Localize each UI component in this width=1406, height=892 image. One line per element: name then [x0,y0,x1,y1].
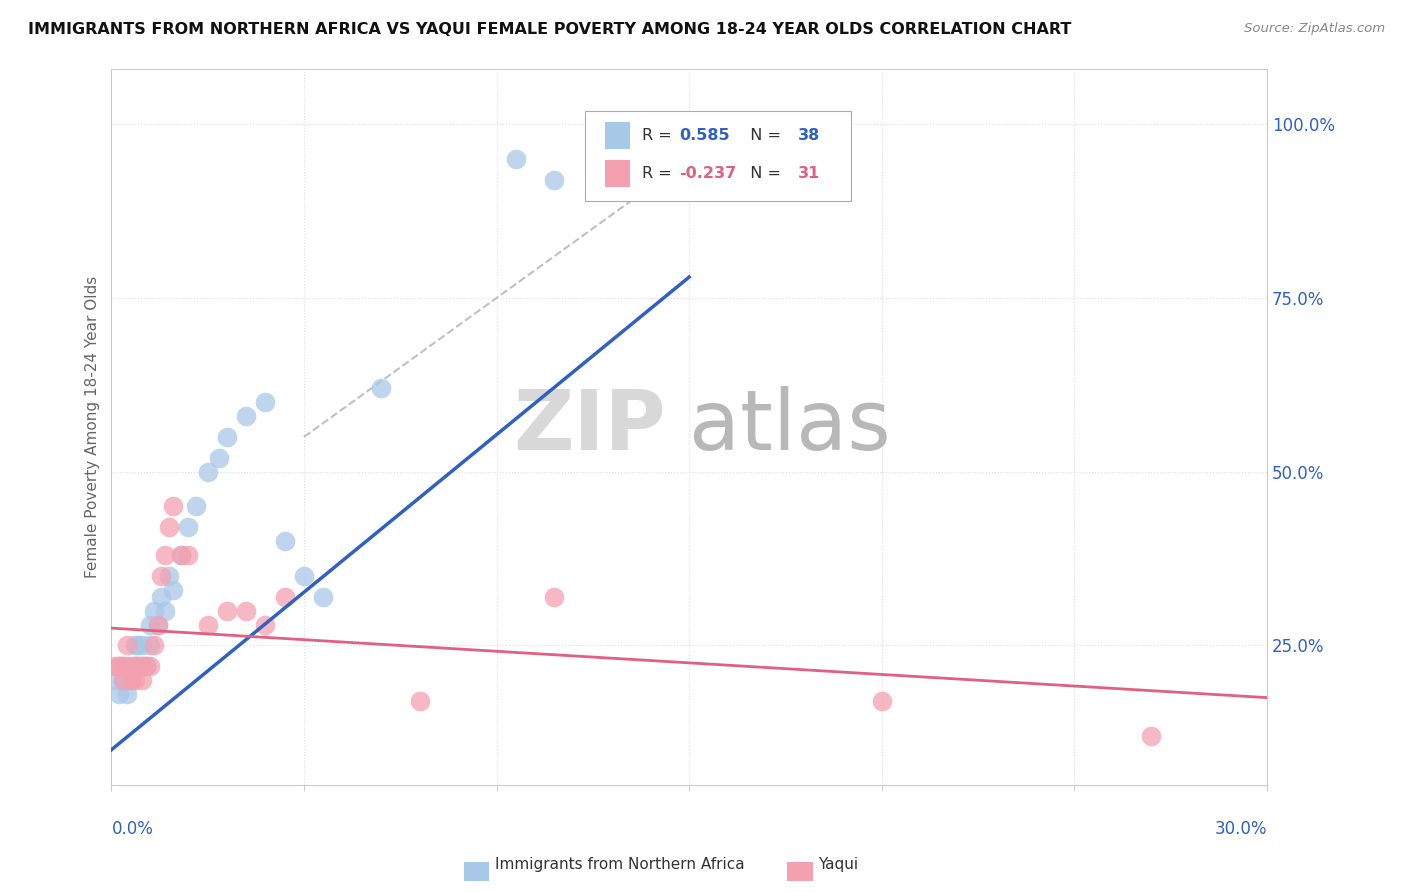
Text: 0.0%: 0.0% [111,821,153,838]
Text: ZIP: ZIP [513,386,666,467]
Point [170,548,193,562]
Point [235,409,257,423]
Text: Immigrants from Northern Africa: Immigrants from Northern Africa [495,857,745,872]
Y-axis label: Female Poverty Among 18-24 Year Olds: Female Poverty Among 18-24 Year Olds [86,276,100,578]
Point [155,548,177,562]
Point [127,659,149,673]
Text: -0.237: -0.237 [679,166,735,181]
Point [208,450,231,465]
Point [124,673,146,688]
Point [139,659,162,673]
Point [150,590,173,604]
Point [197,617,219,632]
Point [115,687,138,701]
Point [111,659,134,673]
Point [135,659,157,673]
Point [162,582,184,597]
Point [274,534,297,549]
Point [870,694,893,708]
Point [150,569,173,583]
Text: 0.585: 0.585 [679,128,730,143]
Point [104,659,127,673]
Point [197,465,219,479]
Text: N =: N = [740,128,786,143]
Text: 30.0%: 30.0% [1215,821,1267,838]
Text: 31: 31 [797,166,820,181]
Point [108,659,131,673]
Point [120,673,142,688]
Point [111,673,134,688]
Point [215,430,238,444]
Point [131,639,153,653]
Point [146,617,169,632]
Point [104,673,127,688]
Text: IMMIGRANTS FROM NORTHERN AFRICA VS YAQUI FEMALE POVERTY AMONG 18-24 YEAR OLDS CO: IMMIGRANTS FROM NORTHERN AFRICA VS YAQUI… [28,22,1071,37]
Point [157,569,180,583]
Point [543,590,565,604]
Point [1140,729,1163,743]
Point [142,604,165,618]
Text: N =: N = [740,166,786,181]
Point [235,604,257,618]
Point [124,639,146,653]
Text: R =: R = [641,166,676,181]
Point [111,673,134,688]
Point [120,659,142,673]
Point [146,617,169,632]
Point [408,694,430,708]
Point [111,659,134,673]
Point [162,500,184,514]
Point [274,590,297,604]
Point [139,639,162,653]
Point [127,639,149,653]
Point [177,520,200,534]
Point [131,659,153,673]
Point [177,548,200,562]
Bar [605,121,630,149]
Text: Source: ZipAtlas.com: Source: ZipAtlas.com [1244,22,1385,36]
Point [127,659,149,673]
Point [505,152,527,166]
Point [108,659,131,673]
Point [135,659,157,673]
Point [543,173,565,187]
Point [108,687,131,701]
Text: atlas: atlas [689,386,891,467]
Point [254,617,277,632]
Point [120,673,142,688]
Point [292,569,315,583]
Point [131,659,153,673]
Point [115,639,138,653]
Point [115,659,138,673]
Point [155,604,177,618]
Point [170,548,193,562]
Point [254,395,277,409]
Point [124,659,146,673]
FancyBboxPatch shape [585,112,851,201]
Text: 38: 38 [797,128,820,143]
Point [312,590,335,604]
Point [142,639,165,653]
Text: R =: R = [641,128,676,143]
Point [124,659,146,673]
Point [215,604,238,618]
Point [131,673,153,688]
Point [186,500,208,514]
Point [157,520,180,534]
Point [370,381,392,395]
Text: Yaqui: Yaqui [818,857,859,872]
Bar [605,161,630,187]
Point [115,673,138,688]
Point [139,617,162,632]
